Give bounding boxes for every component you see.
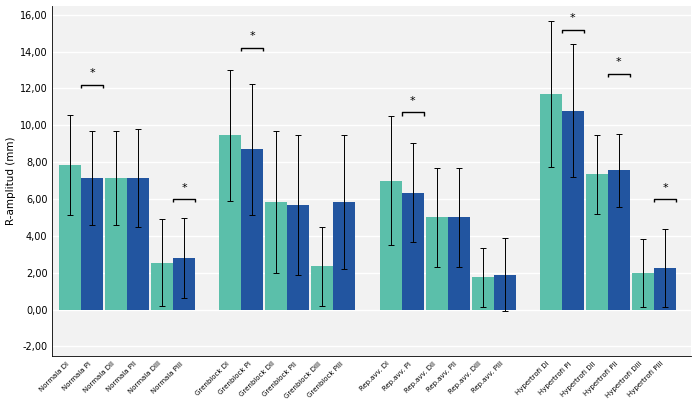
Bar xyxy=(608,171,630,309)
Bar xyxy=(241,149,263,309)
Bar xyxy=(266,202,287,309)
Bar xyxy=(586,174,608,309)
Bar xyxy=(447,217,470,309)
Bar xyxy=(173,258,195,309)
Text: *: * xyxy=(662,183,668,193)
Text: *: * xyxy=(410,96,415,106)
Text: *: * xyxy=(570,13,576,23)
Bar xyxy=(333,202,355,309)
Bar xyxy=(632,273,654,309)
Bar xyxy=(59,165,81,309)
Text: *: * xyxy=(89,68,95,78)
Bar xyxy=(151,262,173,309)
Y-axis label: R-amplitud (mm): R-amplitud (mm) xyxy=(6,136,15,225)
Bar xyxy=(105,178,127,309)
Bar xyxy=(220,136,241,309)
Bar xyxy=(287,205,309,309)
Bar xyxy=(127,178,149,309)
Bar xyxy=(654,268,676,309)
Text: *: * xyxy=(250,32,255,41)
Bar xyxy=(493,275,516,309)
Bar xyxy=(472,277,493,309)
Bar xyxy=(401,193,424,309)
Text: *: * xyxy=(181,183,187,193)
Text: *: * xyxy=(616,57,622,67)
Bar xyxy=(426,217,447,309)
Bar xyxy=(562,111,584,309)
Bar xyxy=(379,181,401,309)
Bar xyxy=(81,178,103,309)
Bar xyxy=(312,266,333,309)
Bar xyxy=(539,94,562,309)
